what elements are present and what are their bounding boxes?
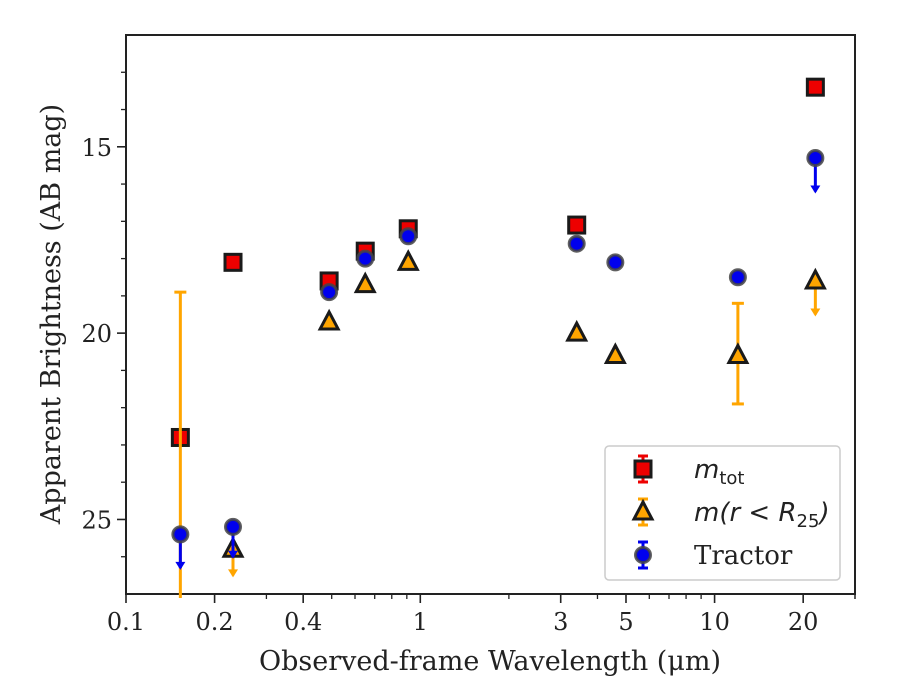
legend-marker xyxy=(631,498,655,521)
x-tick-label: 0.2 xyxy=(196,608,234,636)
x-axis-label: Observed-frame Wavelength (μm) xyxy=(259,646,721,677)
x-tick-label: 20 xyxy=(788,608,819,636)
y-axis-label: Apparent Brightness (AB mag) xyxy=(36,104,67,525)
data-point xyxy=(399,227,418,246)
x-tick-label: 0.4 xyxy=(284,608,322,636)
data-point xyxy=(603,342,627,364)
legend-label: mtot xyxy=(694,455,744,489)
plot-area-frame xyxy=(125,34,856,595)
legend-marker xyxy=(634,546,652,564)
data-point xyxy=(320,283,339,302)
legend-frame xyxy=(604,445,841,581)
data-point xyxy=(805,77,825,97)
legend-label: Tractor xyxy=(694,541,793,571)
data-point xyxy=(171,525,190,544)
x-axis: 0.1 0.2 0.4 1 3 5 10 20 xyxy=(107,594,856,636)
data-point xyxy=(728,268,747,287)
legend: mtot m(r < R25) Tractor xyxy=(604,445,841,581)
data-point xyxy=(806,148,825,167)
x-tick-label: 10 xyxy=(699,608,730,636)
data-point xyxy=(606,253,625,272)
upper-limit-arrow xyxy=(228,550,239,559)
upper-limit-arrow xyxy=(228,569,239,578)
x-tick-label: 3 xyxy=(553,608,568,636)
data-marks xyxy=(170,77,827,598)
data-point xyxy=(353,271,377,294)
x-tick-label: 0.1 xyxy=(107,608,145,636)
x-tick-label: 5 xyxy=(618,608,633,636)
y-axis: 15 20 25 xyxy=(81,71,126,558)
data-point xyxy=(565,319,589,342)
data-point xyxy=(317,308,341,331)
data-point xyxy=(224,517,243,536)
upper-limit-arrow xyxy=(810,308,821,317)
y-tick-label: 15 xyxy=(81,134,112,162)
y-tick-label: 25 xyxy=(81,506,112,534)
data-point xyxy=(803,267,827,290)
x-tick-label: 1 xyxy=(413,608,428,636)
series-2 xyxy=(171,148,825,570)
data-point xyxy=(567,215,587,235)
data-point xyxy=(396,249,420,271)
data-point xyxy=(223,252,243,272)
data-point xyxy=(567,234,586,253)
legend-label: m(r < R25) xyxy=(694,498,830,532)
y-tick-label: 20 xyxy=(81,320,112,348)
data-point xyxy=(726,342,750,364)
upper-limit-arrow xyxy=(810,185,821,194)
series-0 xyxy=(170,77,825,447)
legend-marker xyxy=(633,459,653,479)
data-point xyxy=(356,249,375,268)
upper-limit-arrow xyxy=(175,561,186,570)
